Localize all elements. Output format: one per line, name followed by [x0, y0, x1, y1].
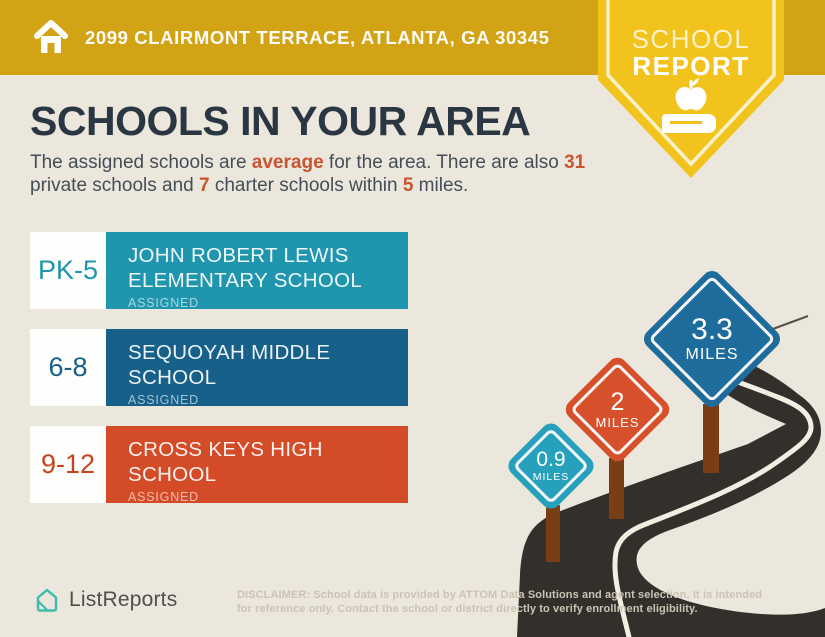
school-name: SEQUOYAH MIDDLE SCHOOL — [128, 341, 331, 389]
distance-sign-middle: 2 MILES — [561, 353, 674, 466]
subtitle: The assigned schools are average for the… — [30, 151, 630, 197]
distance-unit: MILES — [532, 471, 570, 484]
highlight-radius-miles: 5 — [402, 175, 414, 196]
school-report-badge: SCHOOL REPORT — [596, 0, 786, 192]
page-title: SCHOOLS IN YOUR AREA — [30, 98, 531, 144]
disclaimer-line1: DISCLAIMER: School data is provided by A… — [237, 589, 763, 601]
disclaimer-text: DISCLAIMER: School data is provided by A… — [237, 589, 797, 616]
sign-post-blue — [703, 404, 719, 473]
distance-value: 3.3 — [691, 313, 733, 347]
school-card-elementary: PK-5 JOHN ROBERT LEWIS ELEMENTARY SCHOOL … — [30, 232, 408, 310]
highlight-charter-count: 7 — [199, 175, 210, 196]
distance-label: 0.9 MILES — [518, 433, 584, 499]
subtitle-line1: The assigned schools are average for the… — [30, 152, 586, 173]
home-icon — [34, 20, 68, 53]
school-card-high: 9-12 CROSS KEYS HIGH SCHOOL ASSIGNED — [30, 426, 408, 504]
status-badge: ASSIGNED — [128, 296, 199, 310]
school-card-body: JOHN ROBERT LEWIS ELEMENTARY SCHOOL ASSIG… — [106, 232, 408, 310]
grade-range-badge: 6-8 — [30, 329, 106, 406]
disclaimer-line2: for reference only. Contact the school o… — [237, 602, 698, 615]
distance-sign-high: 3.3 MILES — [639, 266, 785, 412]
distance-label: 3.3 MILES — [661, 288, 763, 390]
assigned-schools-list: PK-5 JOHN ROBERT LEWIS ELEMENTARY SCHOOL … — [30, 232, 408, 523]
subtitle-line2: private schools and 7 charter schools wi… — [30, 175, 469, 196]
distance-value: 2 — [610, 387, 625, 416]
school-name: CROSS KEYS HIGH SCHOOL — [128, 438, 323, 486]
apple-on-book-icon — [662, 78, 716, 133]
badge-title-line1: SCHOOL — [631, 24, 751, 54]
distance-value: 0.9 — [536, 447, 566, 471]
status-badge: ASSIGNED — [128, 490, 199, 504]
sign-post-red — [609, 458, 624, 519]
highlight-average: average — [251, 152, 324, 173]
badge-title-line2: REPORT — [632, 51, 750, 81]
distance-unit: MILES — [595, 415, 640, 431]
grade-range-badge: 9-12 — [30, 426, 106, 503]
badge-ribbon-shape — [598, 0, 784, 178]
property-address: 2099 CLAIRMONT TERRACE, ATLANTA, GA 3034… — [85, 26, 550, 48]
status-badge: ASSIGNED — [128, 393, 199, 407]
distance-sign-elementary: 0.9 MILES — [504, 419, 598, 513]
grade-range-badge: PK-5 — [30, 232, 106, 309]
school-card-middle: 6-8 SEQUOYAH MIDDLE SCHOOL ASSIGNED — [30, 329, 408, 407]
distance-unit: MILES — [685, 345, 739, 363]
school-name: JOHN ROBERT LEWIS ELEMENTARY SCHOOL — [128, 244, 363, 292]
sign-post-teal — [546, 505, 560, 562]
distance-label: 2 MILES — [578, 370, 657, 449]
listreports-house-icon — [36, 588, 58, 612]
highlight-private-count: 31 — [564, 152, 586, 173]
brand-name: ListReports — [69, 588, 178, 611]
school-card-body: SEQUOYAH MIDDLE SCHOOL ASSIGNED — [106, 329, 408, 407]
listreports-logo: ListReports — [33, 586, 177, 614]
school-card-body: CROSS KEYS HIGH SCHOOL ASSIGNED — [106, 426, 408, 504]
